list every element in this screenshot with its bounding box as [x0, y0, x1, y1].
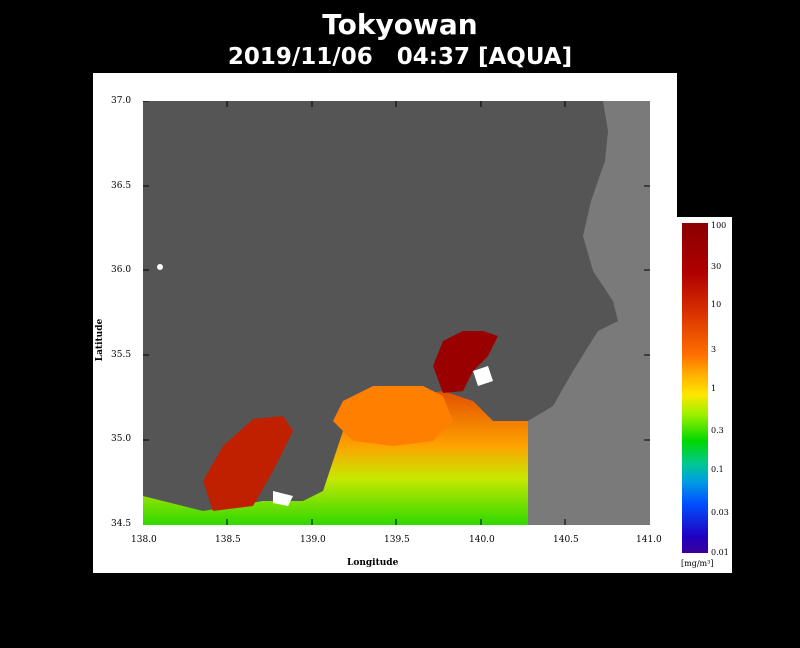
sagami-sea	[143, 391, 528, 525]
ytick-label: 36.5	[111, 181, 132, 191]
map-graphic	[143, 101, 650, 525]
colorbar-label: 0.3	[711, 426, 724, 435]
izu-coastal-bloom	[203, 416, 293, 511]
map-panel: 37.0 36.5 36.0 35.5 35.0 34.5 138.0 138.…	[93, 73, 677, 573]
colorbar-label: 100	[711, 221, 727, 230]
ytick-label: 34.5	[111, 519, 132, 529]
colorbar-label: 0.1	[711, 465, 724, 474]
xtick-label: 139.5	[384, 535, 410, 545]
xtick-label: 139.0	[300, 535, 326, 545]
xtick-label: 141.0	[636, 535, 662, 545]
x-axis-title: Longitude	[347, 558, 399, 568]
chlorophyll-map	[143, 101, 650, 525]
xtick-label: 140.5	[553, 535, 579, 545]
colorbar-panel: 100 30 10 3 1 0.3 0.1 0.03 0.01 [mg/m³]	[677, 217, 732, 573]
ytick-label: 35.5	[111, 350, 132, 360]
ytick-label: 35.0	[111, 434, 132, 444]
cloud-patch-3	[157, 264, 163, 270]
tokyo-bay	[433, 331, 498, 393]
pacific-ocean	[528, 101, 650, 525]
colorbar	[682, 223, 708, 553]
colorbar-label: 3	[711, 345, 717, 354]
map-subtitle: 2019/11/06 04:37 [AQUA]	[227, 44, 573, 70]
ytick-label: 37.0	[111, 96, 132, 106]
colorbar-label: 0.03	[711, 508, 729, 517]
y-axis-title: Latitude	[95, 318, 106, 362]
cloud-patch	[273, 491, 293, 506]
cloud-patch-2	[473, 366, 493, 386]
ytick-label: 36.0	[111, 265, 132, 275]
map-title: Tokyowan	[322, 8, 478, 41]
colorbar-label: 0.01	[711, 548, 729, 557]
colorbar-label: 30	[711, 262, 722, 271]
colorbar-unit: [mg/m³]	[681, 559, 714, 568]
sagami-bay	[333, 386, 453, 446]
xtick-label: 138.0	[131, 535, 157, 545]
xtick-label: 138.5	[215, 535, 241, 545]
xtick-label: 140.0	[469, 535, 495, 545]
colorbar-label: 1	[711, 384, 717, 393]
colorbar-label: 10	[711, 300, 722, 309]
